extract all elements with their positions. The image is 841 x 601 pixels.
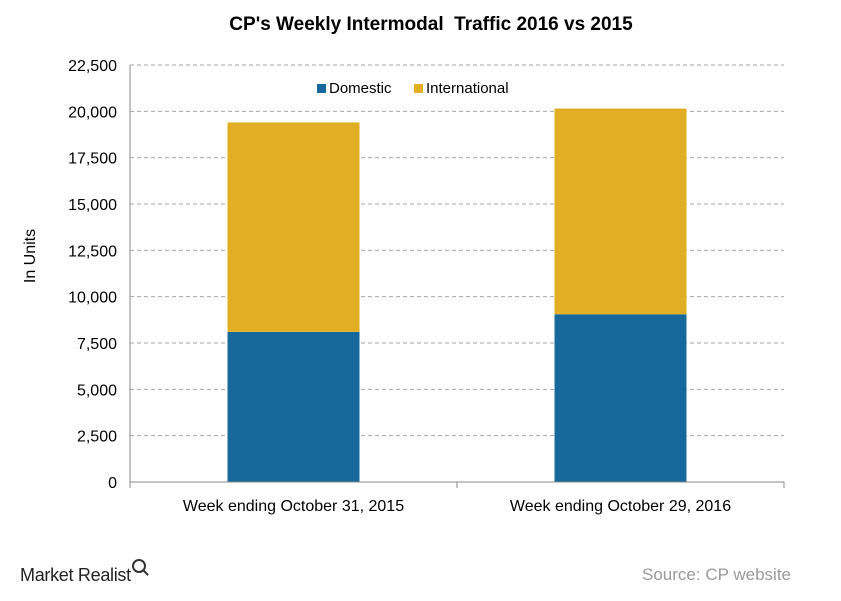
brand-logo: Market Realist: [20, 559, 146, 586]
legend-swatch-international: [414, 84, 423, 93]
bar-international-2: [554, 108, 687, 315]
y-tick-label: 17,500: [68, 151, 117, 168]
y-tick-label: 12,500: [68, 243, 117, 260]
chart-title: CP's Weekly Intermodal Traffic 2016 vs 2…: [229, 14, 633, 35]
legend-label-domestic: Domestic: [329, 80, 392, 97]
y-tick-label: 5,000: [77, 382, 117, 399]
legend-swatch-domestic: [317, 84, 326, 93]
x-tick-label: Week ending October 31, 2015: [183, 498, 404, 515]
bar-international-1: [227, 122, 360, 332]
source-note: Source: CP website: [642, 565, 791, 584]
y-tick-label: 2,500: [77, 429, 117, 446]
y-tick-label: 22,500: [68, 58, 117, 75]
brand-name: Market Realist: [20, 565, 131, 585]
bar-domestic-2: [554, 314, 687, 482]
legend: Domestic International: [317, 80, 509, 97]
y-tick-label: 15,000: [68, 197, 117, 214]
y-tick-label: 20,000: [68, 104, 117, 121]
y-tick-label: 0: [108, 475, 117, 492]
x-tick-label: Week ending October 29, 2016: [510, 498, 731, 515]
bar-domestic-1: [227, 331, 360, 482]
axes: 0 2,500 5,000 7,500 10,000 12,500 15,000 17,500…: [68, 58, 785, 515]
bars: [227, 108, 687, 482]
y-tick-label: 7,500: [77, 336, 117, 353]
y-axis-label: In Units: [22, 229, 39, 283]
y-tick-label: 10,000: [68, 290, 117, 307]
legend-label-international: International: [426, 80, 509, 97]
magnifier-icon: [131, 559, 146, 573]
